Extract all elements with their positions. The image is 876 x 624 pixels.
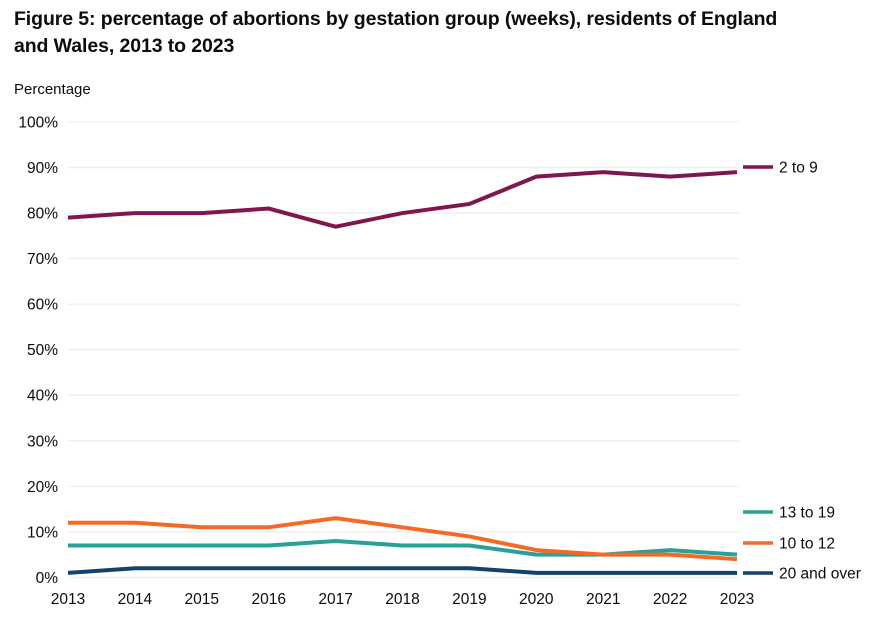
y-tick-label: 10% xyxy=(27,524,58,541)
legend-label: 13 to 19 xyxy=(779,505,835,522)
legend-label: 10 to 12 xyxy=(779,536,835,553)
y-tick-label: 50% xyxy=(27,342,58,359)
y-tick-label: 40% xyxy=(27,388,58,405)
y-tick-label: 0% xyxy=(36,570,59,587)
y-tick-label: 60% xyxy=(27,297,58,314)
x-tick-label: 2021 xyxy=(586,591,620,608)
series-line-10-to-12 xyxy=(68,516,738,562)
y-tick-label: 90% xyxy=(27,160,58,177)
y-tick-label: 70% xyxy=(27,251,58,268)
chart-title: Figure 5: percentage of abortions by ges… xyxy=(14,8,778,57)
x-tick-label: 2022 xyxy=(653,591,687,608)
y-tick-label: 80% xyxy=(27,206,58,223)
y-tick-label: 20% xyxy=(27,479,58,496)
x-tick-label: 2017 xyxy=(318,591,352,608)
y-axis-unit-label: Percentage xyxy=(14,81,91,98)
legend-label: 2 to 9 xyxy=(779,160,818,177)
series-line-20-and-over xyxy=(67,566,737,575)
x-tick-label: 2018 xyxy=(385,591,419,608)
series-line-13-to-19 xyxy=(68,538,738,557)
x-tick-label: 2015 xyxy=(185,591,219,608)
x-tick-label: 2023 xyxy=(720,591,754,608)
x-tick-label: 2020 xyxy=(519,591,554,608)
x-tick-label: 2016 xyxy=(251,591,285,608)
x-tick-label: 2013 xyxy=(51,591,85,608)
series-line-2-to-9 xyxy=(67,170,738,229)
x-tick-label: 2019 xyxy=(452,591,486,608)
y-tick-label: 30% xyxy=(27,433,58,450)
x-tick-label: 2014 xyxy=(118,591,153,608)
legend-label: 20 and over xyxy=(779,566,861,583)
y-tick-label: 100% xyxy=(18,115,58,132)
